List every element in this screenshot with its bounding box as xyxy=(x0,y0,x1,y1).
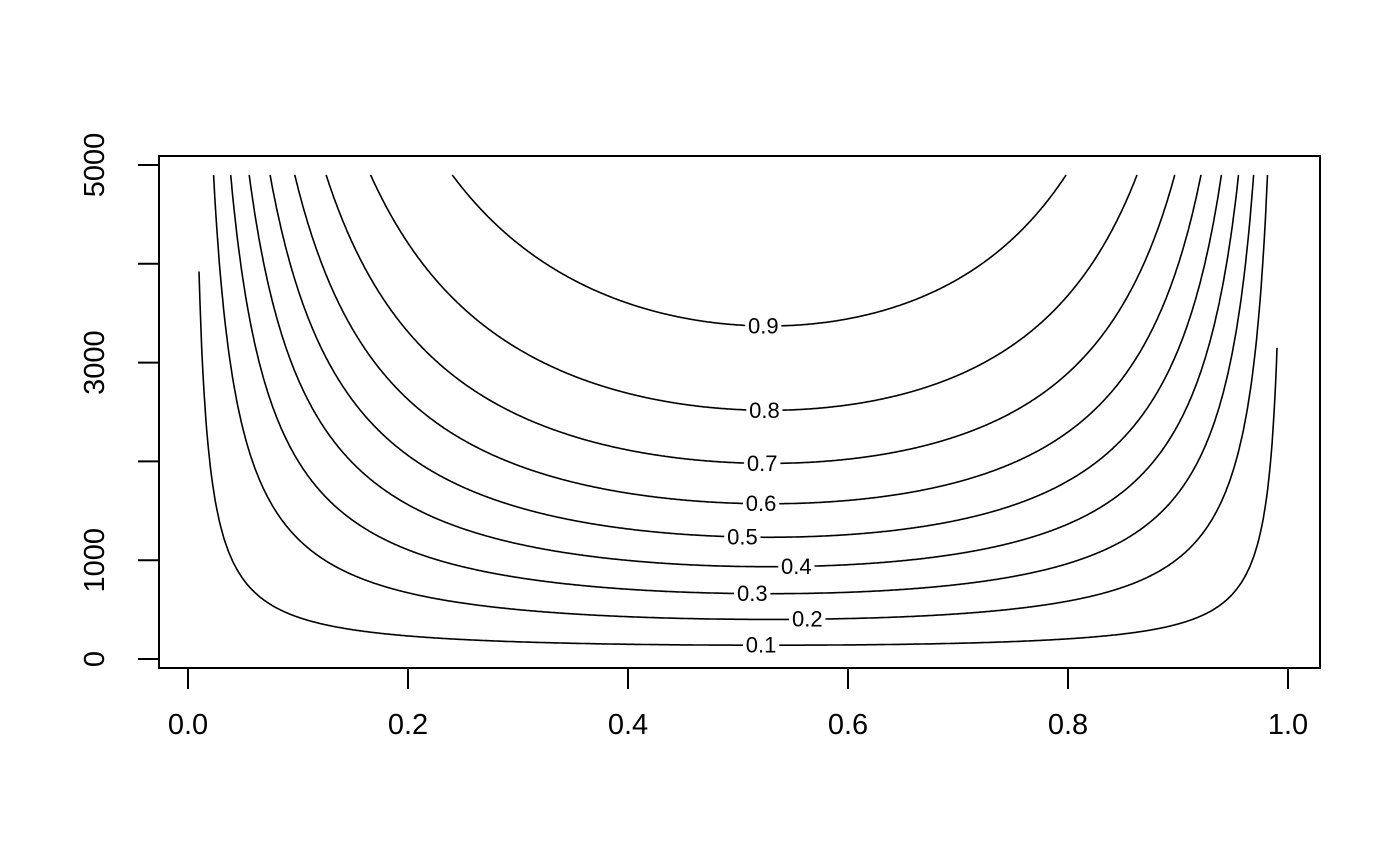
x-tick-label: 0.2 xyxy=(388,709,428,741)
contour-line-0.4 xyxy=(814,174,1240,567)
x-tick-label: 1.0 xyxy=(1268,709,1308,741)
contour-label-0.8: 0.8 xyxy=(749,398,780,423)
contour-line-0.7 xyxy=(780,174,1176,465)
contour-label-0.9: 0.9 xyxy=(748,313,779,338)
y-tick-label: 5000 xyxy=(79,133,111,198)
contour-line-0.2 xyxy=(212,174,790,621)
contour-label-0.3: 0.3 xyxy=(737,581,768,606)
contour-line-0.9 xyxy=(781,174,1067,327)
contour-line-0.1 xyxy=(779,347,1278,646)
contour-line-0.5 xyxy=(760,174,1223,539)
contour-line-0.3 xyxy=(770,174,1255,595)
contour-line-0.8 xyxy=(369,174,747,411)
contour-line-0.7 xyxy=(325,174,745,464)
contour-label-0.5: 0.5 xyxy=(727,524,758,549)
contour-line-0.8 xyxy=(782,174,1138,411)
y-tick-label: 1000 xyxy=(79,528,111,593)
x-tick-label: 0.6 xyxy=(828,709,868,741)
contour-line-0.5 xyxy=(269,174,725,538)
x-tick-label: 0.0 xyxy=(168,709,208,741)
contour-line-0.4 xyxy=(248,174,779,568)
contour-line-0.1 xyxy=(198,271,744,646)
contour-label-0.7: 0.7 xyxy=(747,451,778,476)
contour-line-0.2 xyxy=(825,174,1269,620)
contour-line-0.6 xyxy=(294,174,744,505)
x-tick-label: 0.4 xyxy=(608,709,648,741)
contour-label-0.2: 0.2 xyxy=(792,607,823,632)
x-tick-label: 0.8 xyxy=(1048,709,1088,741)
y-tick-label: 0 xyxy=(79,651,111,667)
contour-label-0.1: 0.1 xyxy=(746,633,777,658)
contour-line-0.9 xyxy=(451,174,746,327)
contour-line-0.6 xyxy=(779,174,1202,505)
y-tick-label: 3000 xyxy=(79,330,111,395)
plot-box xyxy=(158,155,1321,669)
contour-label-0.4: 0.4 xyxy=(781,554,812,579)
contour-label-0.6: 0.6 xyxy=(746,491,777,516)
contour-line-0.3 xyxy=(229,174,735,595)
